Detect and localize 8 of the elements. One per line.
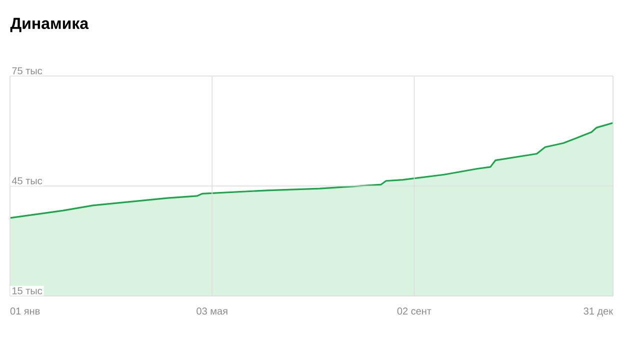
chart-title: Динамика — [10, 18, 89, 32]
x-tick-label: 02 сент — [397, 308, 432, 315]
x-tick-label: 01 янв — [10, 308, 40, 315]
y-tick-label: 15 тыс — [12, 287, 42, 294]
x-tick-label: 31 дек — [584, 308, 614, 316]
y-tick-label: 45 тыс — [12, 177, 42, 184]
x-tick-label: 03 мая — [196, 308, 228, 315]
y-tick-label: 75 тыс — [12, 67, 42, 74]
